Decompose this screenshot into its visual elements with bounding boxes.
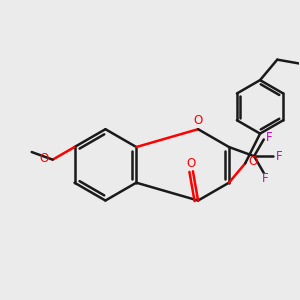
Text: F: F xyxy=(266,131,272,145)
Text: O: O xyxy=(248,155,257,168)
Text: F: F xyxy=(262,172,268,185)
Text: O: O xyxy=(40,152,49,165)
Text: O: O xyxy=(194,114,203,128)
Text: F: F xyxy=(275,150,282,163)
Text: O: O xyxy=(187,157,196,170)
